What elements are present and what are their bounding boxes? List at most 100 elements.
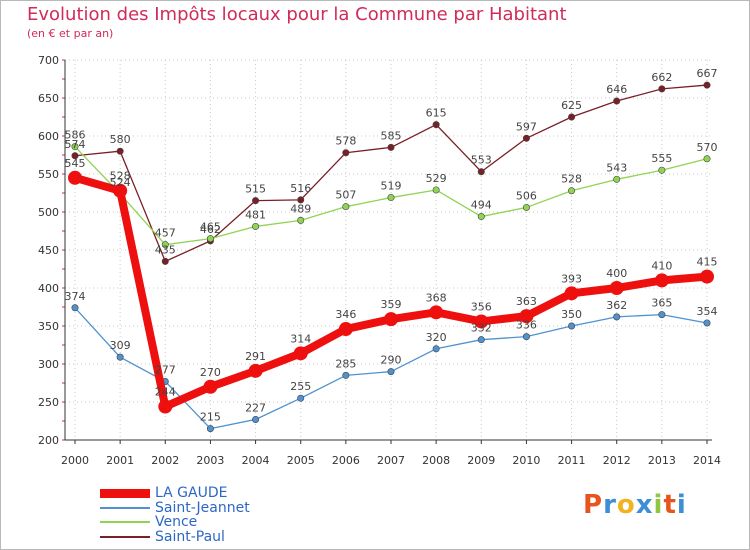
data-point-la-gaude: [293, 346, 308, 361]
legend-swatch-saint-jeannet: [100, 507, 150, 509]
data-label-saint-paul: 462: [200, 223, 221, 236]
data-label-saint-paul: 625: [561, 99, 582, 112]
legend-swatch-vence: [100, 521, 150, 523]
data-label-saint-paul: 646: [606, 83, 627, 96]
data-label-saint-paul: 574: [65, 138, 86, 151]
y-tick-label: 500: [38, 206, 59, 219]
data-point-vence: [477, 213, 485, 221]
series-group: [68, 81, 714, 433]
x-tick-label: 2000: [61, 454, 89, 467]
data-point-saint-jeannet: [252, 415, 260, 423]
data-label-saint-jeannet: 336: [516, 319, 537, 332]
x-tick-label: 2002: [151, 454, 179, 467]
data-point-saint-paul: [477, 168, 485, 176]
data-label-vence: 586: [65, 129, 86, 142]
legend-item-la-gaude: LA GAUDE: [100, 486, 227, 500]
data-label-saint-jeannet: 277: [155, 363, 176, 376]
data-point-la-gaude: [474, 314, 489, 329]
data-label-vence: 457: [155, 227, 176, 240]
data-label-la-gaude: 346: [335, 308, 356, 321]
y-tick-label: 600: [38, 130, 59, 143]
data-point-saint-jeannet: [432, 345, 440, 353]
legend-swatch-la-gaude: [100, 488, 150, 498]
data-label-vence: 570: [697, 141, 718, 154]
data-point-la-gaude: [203, 379, 218, 394]
data-label-la-gaude: 291: [245, 350, 266, 363]
data-label-vence: 506: [516, 189, 537, 202]
data-label-la-gaude: 545: [65, 157, 86, 170]
data-point-la-gaude: [384, 312, 398, 327]
y-tick-label: 650: [38, 92, 59, 105]
data-label-vence: 489: [290, 202, 311, 215]
logo-letter: i: [653, 490, 664, 520]
x-tick-label: 2013: [648, 454, 676, 467]
data-label-vence: 543: [606, 161, 627, 174]
data-point-vence: [252, 222, 260, 230]
data-point-saint-paul: [568, 113, 576, 121]
data-label-saint-paul: 580: [110, 133, 131, 146]
y-tick-label: 450: [38, 244, 59, 257]
data-point-la-gaude: [68, 170, 82, 185]
y-tick-label: 400: [38, 282, 59, 295]
data-label-saint-paul: 516: [290, 182, 311, 195]
x-tick-label: 2008: [422, 454, 450, 467]
legend-item-saint-paul: Saint-Paul: [100, 530, 225, 544]
data-point-vence: [297, 216, 305, 224]
data-label-la-gaude: 410: [651, 259, 672, 272]
logo-letter: o: [616, 490, 636, 520]
data-label-vence: 555: [651, 152, 672, 165]
data-label-la-gaude: 359: [381, 298, 402, 311]
data-point-vence: [658, 166, 666, 174]
data-point-vence: [387, 194, 395, 202]
data-label-saint-jeannet: 255: [290, 380, 311, 393]
data-point-vence: [432, 186, 440, 194]
data-point-saint-paul: [342, 149, 350, 157]
data-label-la-gaude: 393: [561, 272, 582, 285]
legend-item-saint-jeannet: Saint-Jeannet: [100, 501, 250, 515]
x-tick-label: 2012: [603, 454, 631, 467]
y-tick-label: 300: [38, 358, 59, 371]
legend-label-saint-jeannet: Saint-Jeannet: [155, 500, 250, 516]
chart-subtitle: (en € et par an): [27, 27, 114, 40]
legend-label-vence: Vence: [155, 514, 198, 530]
data-point-vence: [613, 175, 621, 183]
data-point-saint-jeannet: [703, 319, 711, 327]
y-tick-label: 200: [38, 434, 59, 447]
data-point-la-gaude: [564, 286, 579, 301]
data-point-la-gaude: [338, 322, 353, 337]
data-point-saint-jeannet: [477, 336, 485, 344]
data-point-saint-jeannet: [613, 313, 621, 321]
chart-title: Evolution des Impôts locaux pour la Comm…: [27, 4, 567, 25]
data-label-saint-jeannet: 365: [651, 297, 672, 310]
data-label-saint-jeannet: 374: [65, 290, 86, 303]
data-point-saint-paul: [252, 197, 260, 205]
data-point-saint-paul: [297, 196, 305, 204]
logo-letter: P: [583, 490, 604, 520]
data-label-saint-paul: 435: [155, 243, 176, 256]
data-point-saint-jeannet: [568, 322, 576, 330]
data-label-saint-jeannet: 290: [381, 354, 402, 367]
data-label-saint-jeannet: 350: [561, 308, 582, 321]
proxiti-logo: Proxiti: [583, 490, 687, 520]
x-tick-label: 2005: [287, 454, 315, 467]
data-point-saint-paul: [432, 121, 440, 129]
legend-label-saint-paul: Saint-Paul: [155, 529, 225, 545]
data-point-la-gaude: [429, 305, 444, 320]
logo-letter: r: [603, 490, 617, 520]
data-point-saint-jeannet: [116, 353, 124, 361]
data-label-vence: 507: [335, 189, 356, 202]
legend-item-vence: Vence: [100, 515, 197, 529]
data-label-la-gaude: 244: [155, 386, 176, 399]
data-point-saint-paul: [613, 97, 621, 105]
y-tick-label: 250: [38, 396, 59, 409]
data-point-saint-jeannet: [387, 368, 395, 376]
data-label-saint-jeannet: 285: [335, 357, 356, 370]
data-label-saint-paul: 585: [381, 129, 402, 142]
data-label-saint-jeannet: 362: [606, 299, 627, 312]
data-point-vence: [71, 143, 79, 151]
data-label-saint-jeannet: 309: [110, 339, 131, 352]
legend-swatch-saint-paul: [100, 536, 150, 538]
x-tick-label: 2011: [558, 454, 586, 467]
data-label-saint-jeannet: 227: [245, 401, 266, 414]
